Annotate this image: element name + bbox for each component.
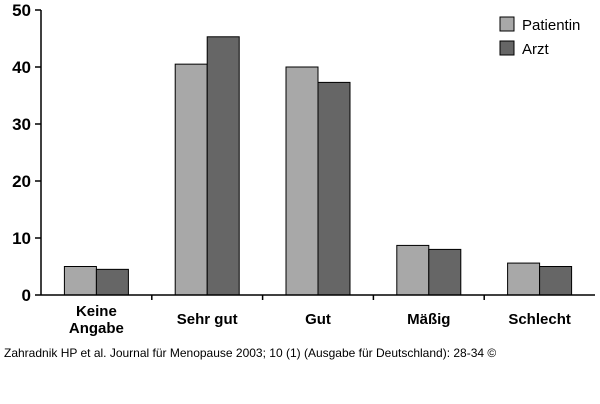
- x-category-label: Keine: [76, 303, 117, 320]
- source-caption: Zahradnik HP et al. Journal für Menopaus…: [4, 346, 497, 360]
- bar-patientin-0: [63, 266, 97, 296]
- bar-arzt-3: [428, 248, 462, 296]
- legend-swatch-arzt: [499, 40, 515, 56]
- y-tick-label: 0: [22, 286, 31, 305]
- y-tick-label: 20: [12, 172, 31, 191]
- bar-arzt-1: [206, 36, 240, 296]
- legend-swatch-patientin: [499, 16, 515, 32]
- y-tick-label: 50: [12, 1, 31, 20]
- bar-arzt-2: [317, 81, 351, 296]
- bar-arzt-4: [539, 266, 573, 296]
- y-tick-label: 30: [12, 115, 31, 134]
- bar-patientin-3: [396, 244, 430, 296]
- bar-patientin-4: [507, 262, 541, 296]
- y-tick-label: 40: [12, 58, 31, 77]
- legend: Patientin Arzt: [499, 16, 580, 58]
- y-tick-label: 10: [12, 229, 31, 248]
- bar-patientin-1: [174, 63, 208, 296]
- legend-label-patientin: Patientin: [522, 17, 580, 34]
- bars-group: [63, 36, 573, 296]
- bar-arzt-0: [95, 268, 129, 296]
- x-category-label: Schlecht: [508, 311, 571, 328]
- legend-label-arzt: Arzt: [522, 41, 550, 58]
- bar-patientin-2: [285, 66, 319, 296]
- x-category-label: Angabe: [69, 320, 124, 337]
- y-ticks-group: 0 10 20 30 40 50: [12, 1, 41, 305]
- x-category-label: Sehr gut: [177, 311, 238, 328]
- x-category-label: Gut: [305, 311, 331, 328]
- x-category-label: Mäßig: [407, 311, 450, 328]
